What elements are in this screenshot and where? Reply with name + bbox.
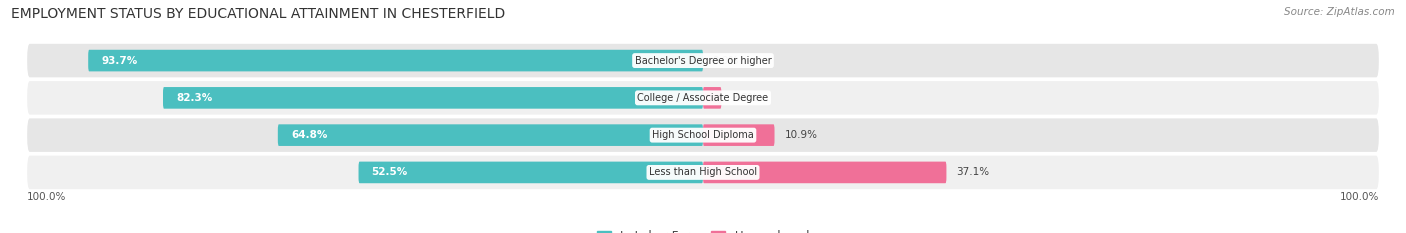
FancyBboxPatch shape: [27, 81, 1379, 115]
FancyBboxPatch shape: [703, 124, 775, 146]
Text: 93.7%: 93.7%: [101, 56, 138, 65]
Text: Less than High School: Less than High School: [650, 168, 756, 177]
FancyBboxPatch shape: [278, 124, 703, 146]
FancyBboxPatch shape: [27, 156, 1379, 189]
FancyBboxPatch shape: [703, 87, 721, 109]
FancyBboxPatch shape: [27, 44, 1379, 77]
Legend: In Labor Force, Unemployed: In Labor Force, Unemployed: [592, 225, 814, 233]
Text: Source: ZipAtlas.com: Source: ZipAtlas.com: [1284, 7, 1395, 17]
Text: 64.8%: 64.8%: [291, 130, 328, 140]
Text: 52.5%: 52.5%: [371, 168, 408, 177]
Text: High School Diploma: High School Diploma: [652, 130, 754, 140]
Text: EMPLOYMENT STATUS BY EDUCATIONAL ATTAINMENT IN CHESTERFIELD: EMPLOYMENT STATUS BY EDUCATIONAL ATTAINM…: [11, 7, 506, 21]
Text: 37.1%: 37.1%: [956, 168, 990, 177]
FancyBboxPatch shape: [163, 87, 703, 109]
Text: 82.3%: 82.3%: [176, 93, 212, 103]
Text: 2.8%: 2.8%: [731, 93, 758, 103]
FancyBboxPatch shape: [703, 162, 946, 183]
FancyBboxPatch shape: [359, 162, 703, 183]
Text: College / Associate Degree: College / Associate Degree: [637, 93, 769, 103]
Text: 10.9%: 10.9%: [785, 130, 817, 140]
Text: 0.0%: 0.0%: [713, 56, 740, 65]
FancyBboxPatch shape: [27, 118, 1379, 152]
Text: 100.0%: 100.0%: [27, 192, 66, 202]
Text: Bachelor's Degree or higher: Bachelor's Degree or higher: [634, 56, 772, 65]
Text: 100.0%: 100.0%: [1340, 192, 1379, 202]
FancyBboxPatch shape: [89, 50, 703, 71]
